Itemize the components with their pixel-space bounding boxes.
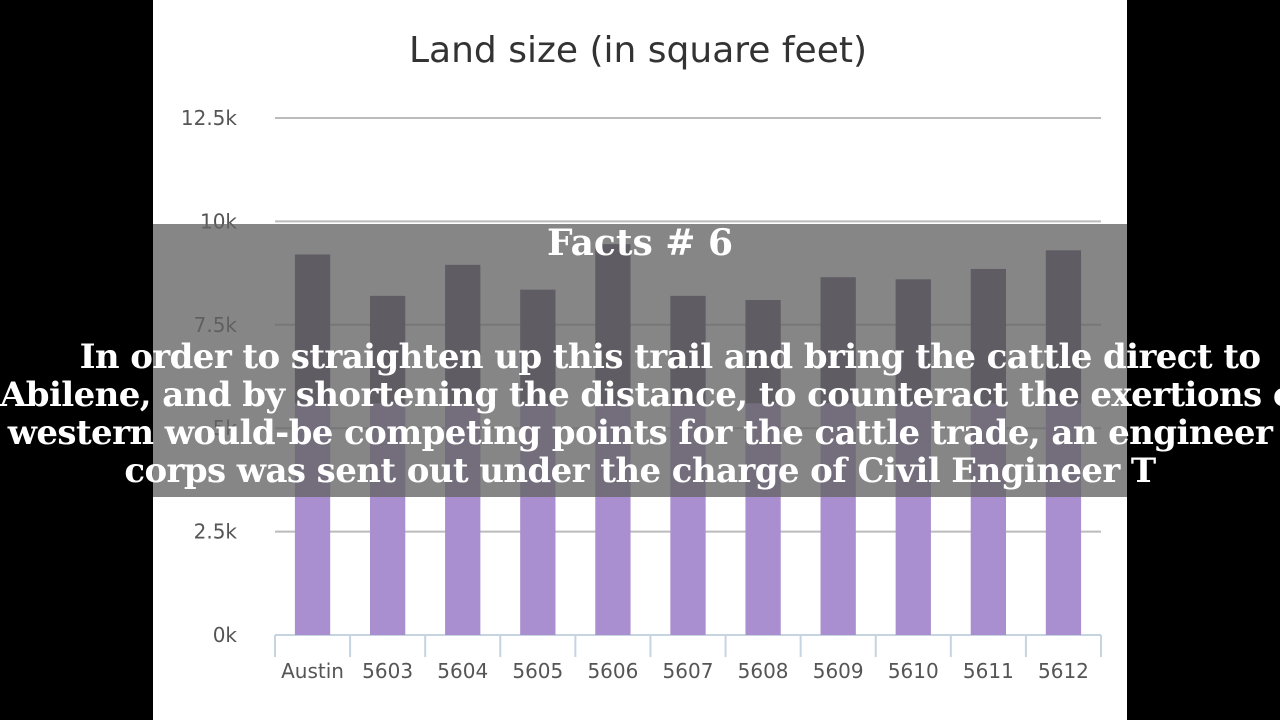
x-tick-label: 5605	[512, 659, 563, 683]
caption-text: In order to straighten up this trail and…	[0, 338, 1280, 490]
y-tick-label: 0k	[213, 623, 238, 647]
y-tick-label: 2.5k	[194, 520, 238, 544]
caption-line: Abilene, and by shortening the distance,…	[0, 375, 1280, 415]
x-tick-label: 5603	[362, 659, 413, 683]
chart-title: Land size (in square feet)	[409, 30, 867, 71]
caption-line: corps was sent out under the charge of C…	[124, 451, 1156, 491]
caption-overlay	[153, 224, 1127, 497]
caption-title: Facts # 6	[546, 222, 733, 264]
x-tick-label: 5609	[813, 659, 864, 683]
x-tick-label: 5608	[738, 659, 789, 683]
caption-line: western would-be competing points for th…	[7, 413, 1273, 453]
caption-line: In order to straighten up this trail and…	[79, 337, 1261, 377]
x-tick-label: 5612	[1038, 659, 1089, 683]
x-tick-label: Austin	[281, 659, 344, 683]
x-tick-label: 5611	[963, 659, 1014, 683]
x-tick-label: 5610	[888, 659, 939, 683]
x-tick-label: 5607	[663, 659, 714, 683]
x-tick-label: 5604	[437, 659, 488, 683]
y-tick-label: 12.5k	[181, 106, 238, 130]
x-tick-label: 5606	[587, 659, 638, 683]
